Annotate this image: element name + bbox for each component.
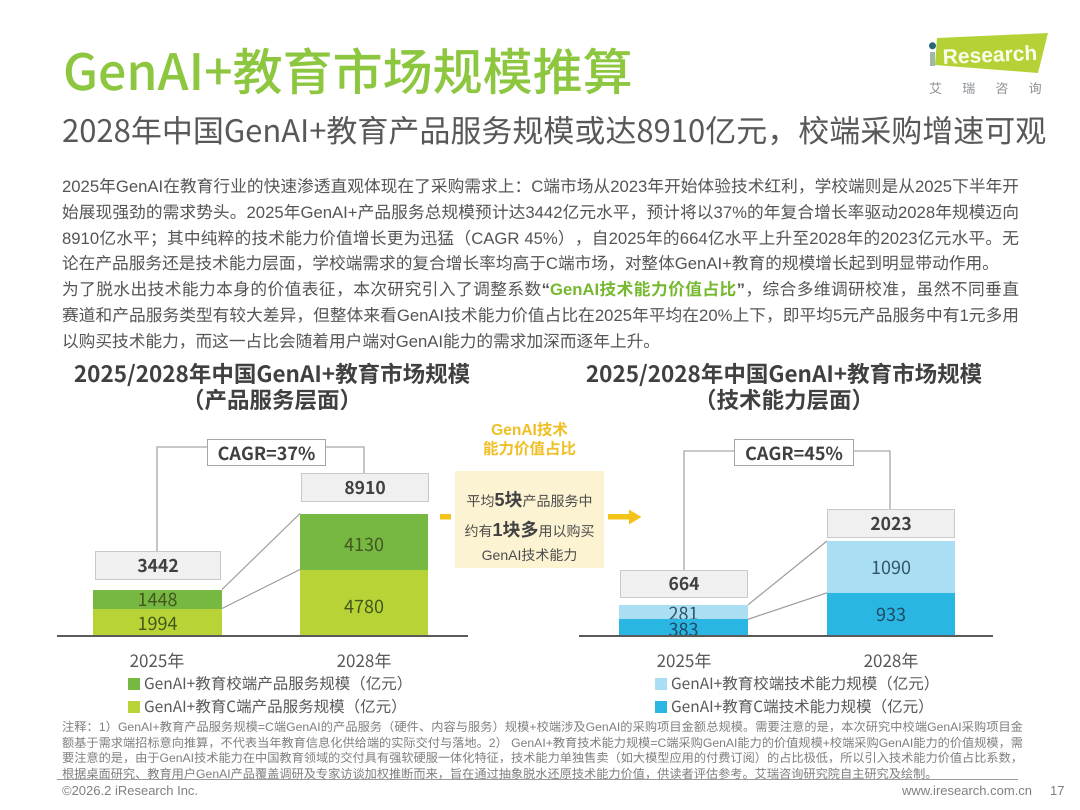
svg-text:Research: Research xyxy=(942,42,1037,69)
